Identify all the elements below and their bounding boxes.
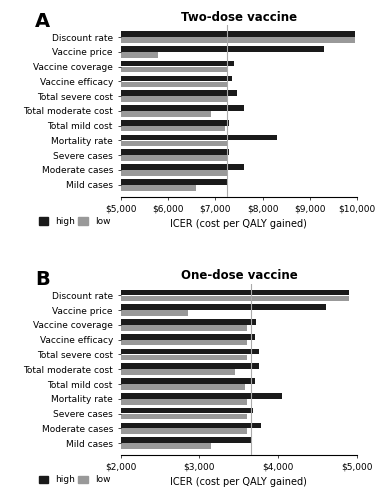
Bar <box>121 170 227 175</box>
Bar <box>121 438 251 443</box>
Bar <box>121 90 236 96</box>
X-axis label: ICER (cost per QALY gained): ICER (cost per QALY gained) <box>171 219 307 229</box>
Bar <box>121 340 247 345</box>
Bar <box>121 443 211 449</box>
Bar <box>121 319 256 325</box>
Bar <box>121 120 229 126</box>
Bar <box>121 304 326 310</box>
Bar <box>121 384 245 390</box>
Bar <box>121 296 349 301</box>
Bar <box>121 134 277 140</box>
Bar <box>121 32 355 37</box>
Bar <box>121 52 158 58</box>
Bar <box>121 140 227 146</box>
Bar <box>121 179 227 184</box>
Legend: high, low: high, low <box>35 472 114 488</box>
Bar <box>121 422 261 428</box>
Bar <box>121 310 188 316</box>
Bar <box>121 76 232 81</box>
Bar <box>121 348 259 354</box>
X-axis label: ICER (cost per QALY gained): ICER (cost per QALY gained) <box>171 477 307 487</box>
Title: One-dose vaccine: One-dose vaccine <box>181 270 297 282</box>
Title: Two-dose vaccine: Two-dose vaccine <box>181 11 297 24</box>
Bar <box>121 334 255 340</box>
Legend: high, low: high, low <box>35 214 114 230</box>
Bar <box>121 156 227 161</box>
Text: B: B <box>35 270 50 289</box>
Bar <box>121 46 324 52</box>
Text: A: A <box>35 12 50 30</box>
Bar <box>121 393 282 398</box>
Bar <box>121 428 247 434</box>
Bar <box>121 364 259 369</box>
Bar <box>121 185 196 190</box>
Bar <box>121 111 211 116</box>
Bar <box>121 414 247 420</box>
Bar <box>121 61 234 66</box>
Bar <box>121 290 349 296</box>
Bar <box>121 96 227 102</box>
Bar <box>121 105 244 111</box>
Bar <box>121 164 244 170</box>
Bar <box>121 378 255 384</box>
Bar <box>121 354 247 360</box>
Bar <box>121 126 225 132</box>
Bar <box>121 370 235 375</box>
Bar <box>121 82 227 87</box>
Bar <box>121 325 247 330</box>
Bar <box>121 67 227 72</box>
Bar <box>121 399 247 404</box>
Bar <box>121 37 355 43</box>
Bar <box>121 150 229 155</box>
Bar <box>121 408 253 414</box>
